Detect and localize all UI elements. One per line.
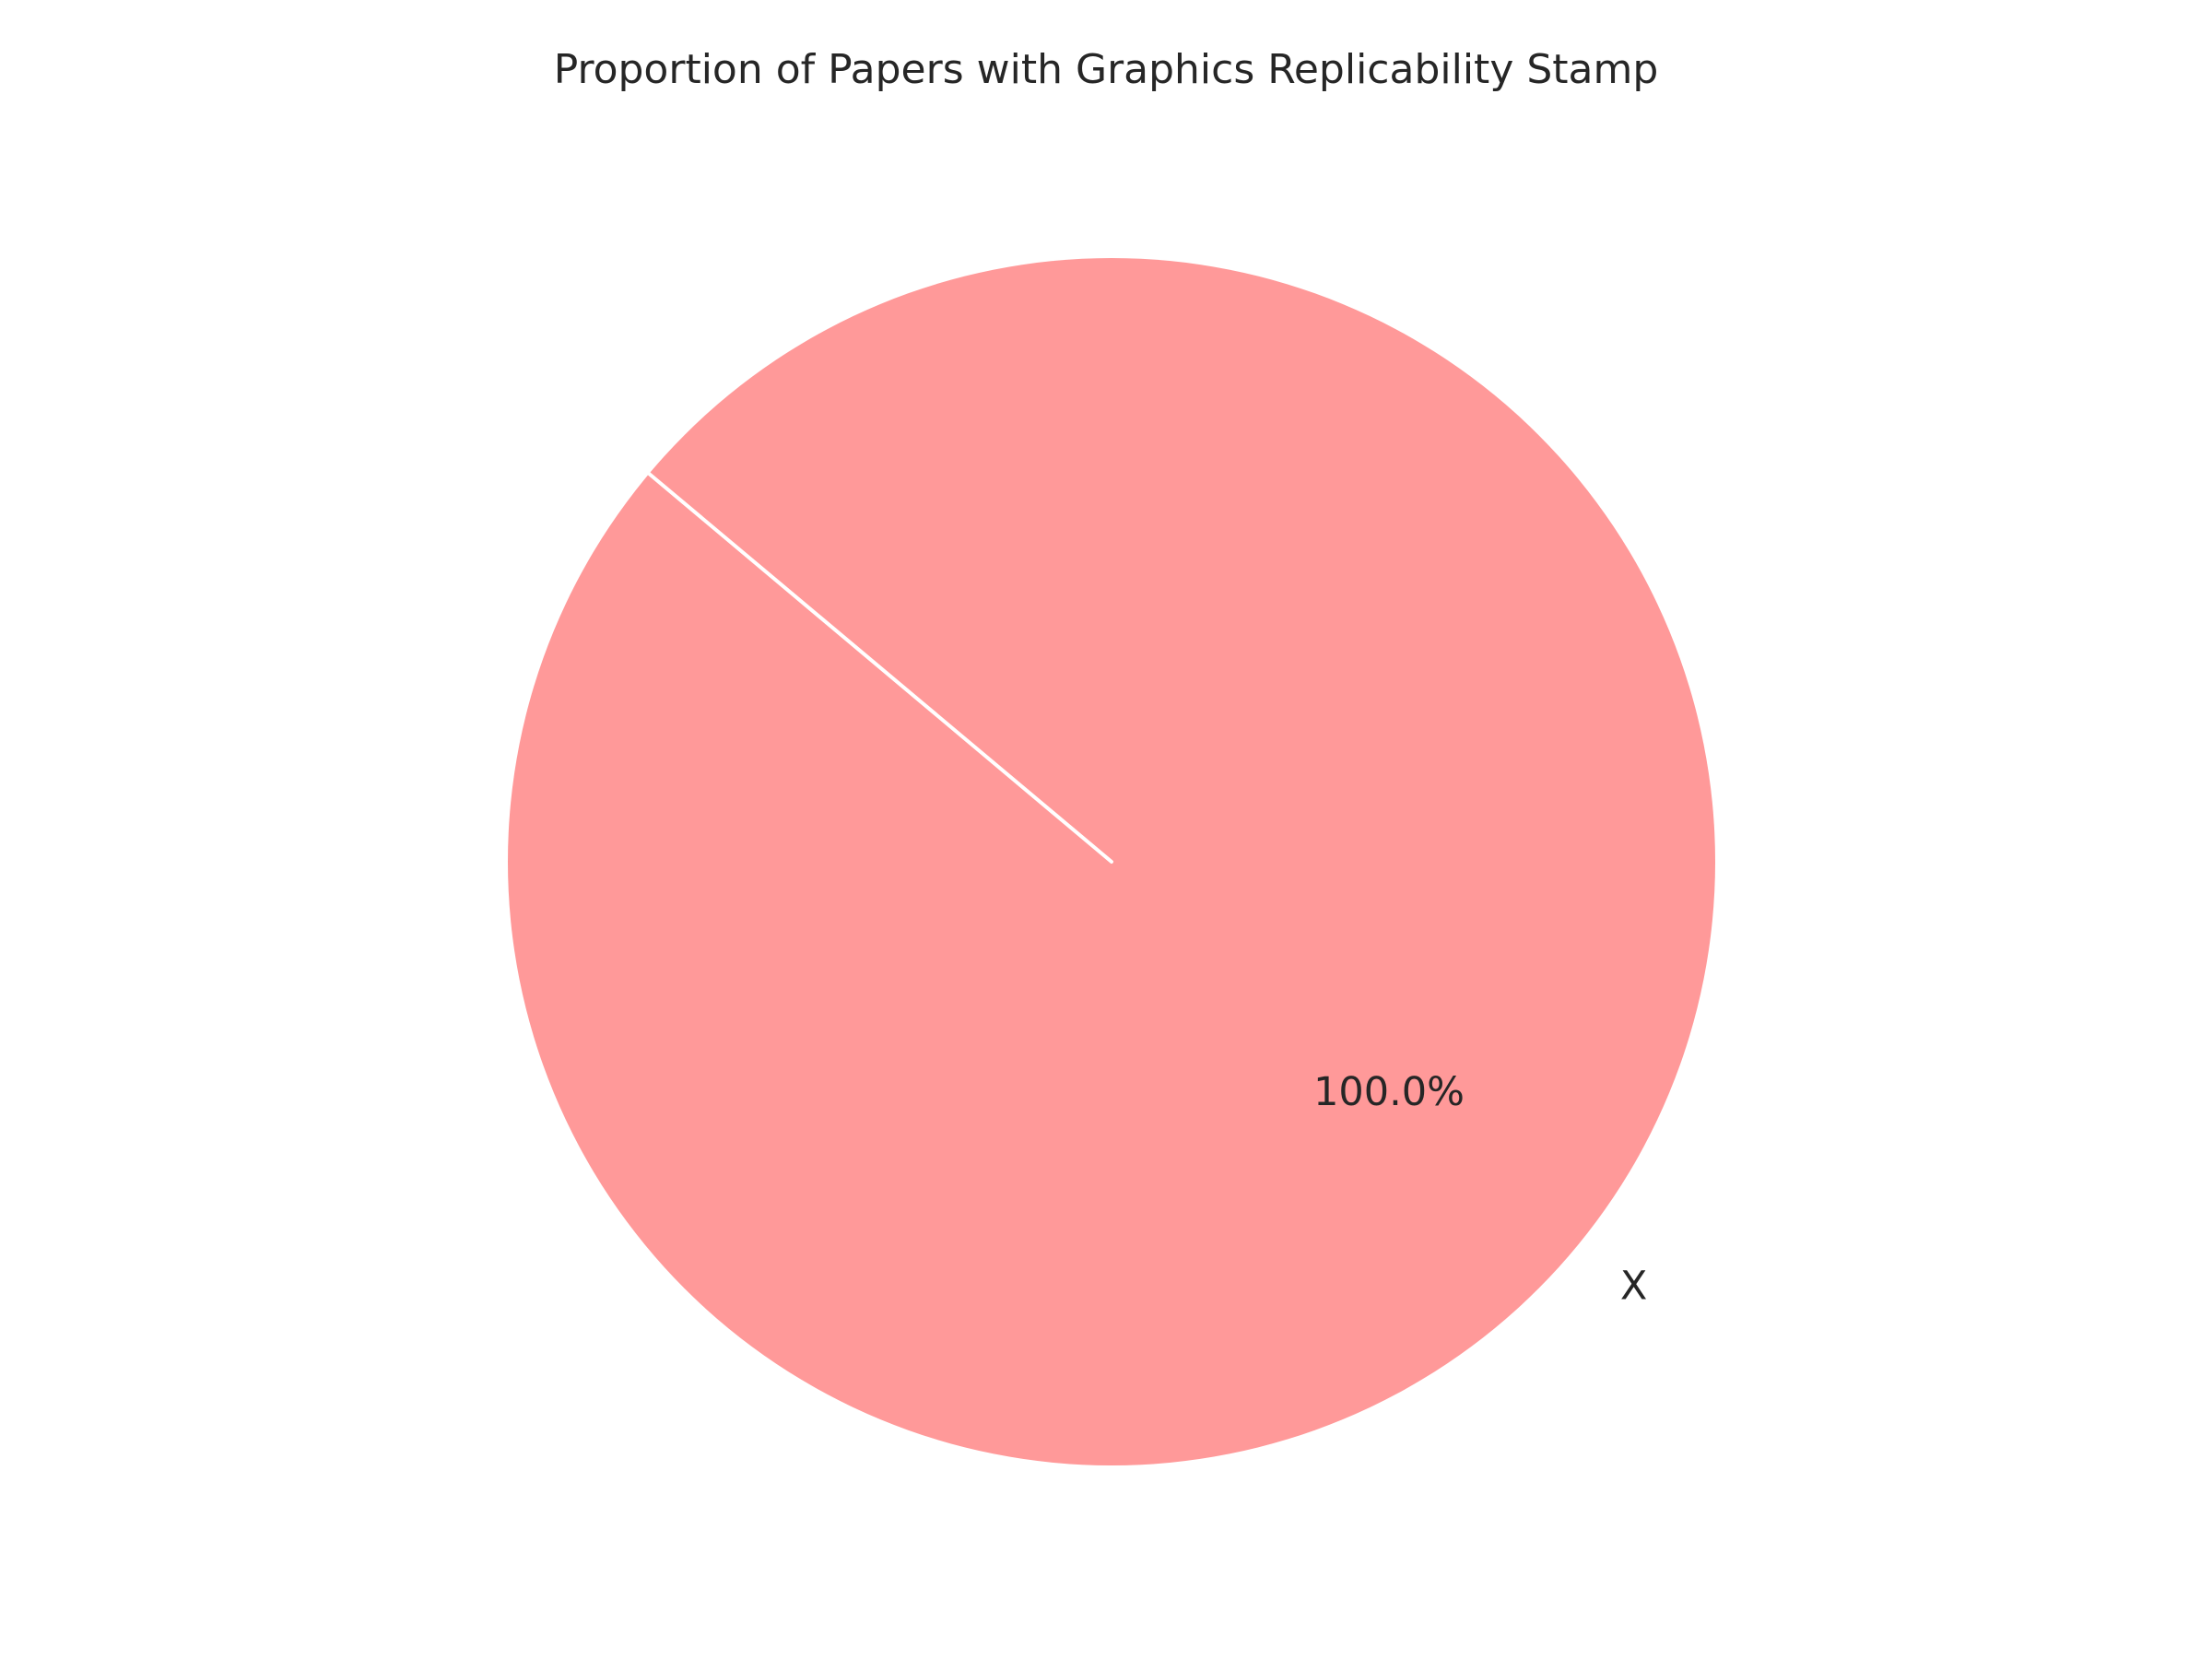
pie-slice-percent: 100.0% bbox=[1313, 1069, 1465, 1115]
chart-title: Proportion of Papers with Graphics Repli… bbox=[554, 46, 1659, 93]
pie-slice-label: X bbox=[1620, 1264, 1647, 1310]
pie-slice-edge bbox=[647, 471, 1113, 864]
pie-labels: X 100.0% bbox=[1313, 1069, 1647, 1310]
pie-slices bbox=[508, 258, 1715, 1465]
